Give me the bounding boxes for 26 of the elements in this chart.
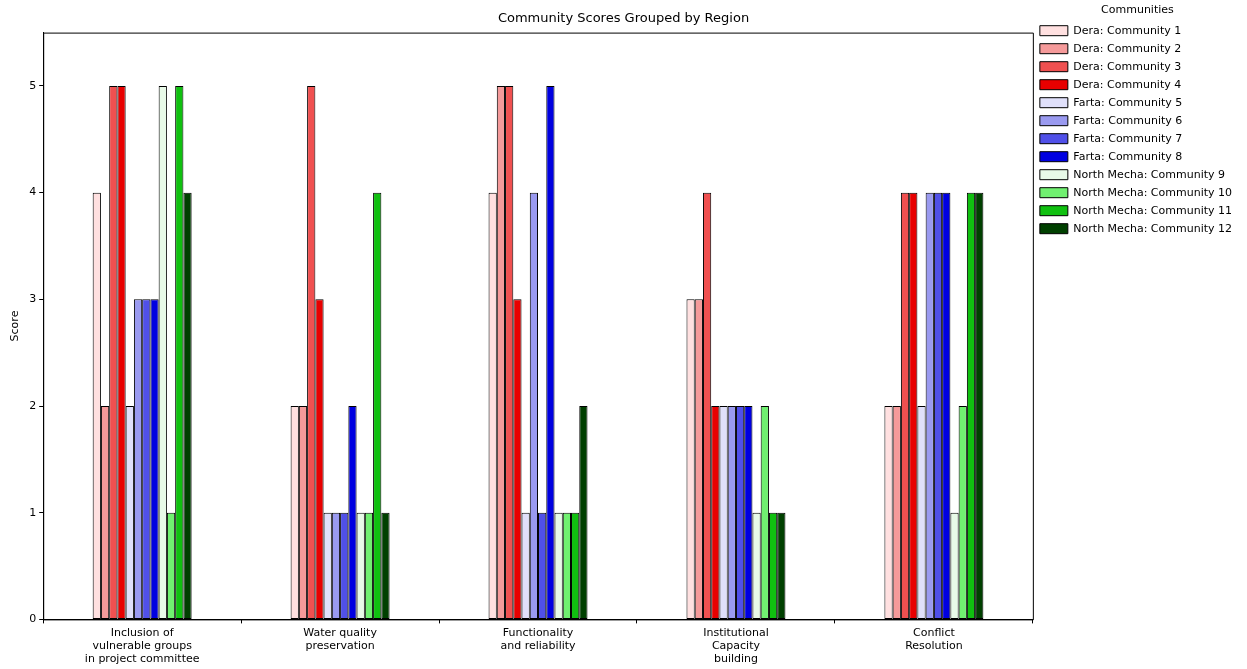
x-tick-label: Institutional Capacity building bbox=[703, 625, 769, 666]
chart-title: Community Scores Grouped by Region bbox=[497, 10, 750, 26]
y-tick-label: 0 bbox=[29, 612, 37, 626]
x-tick-label: Conflict Resolution bbox=[905, 625, 963, 653]
x-tick-label: Water quality preservation bbox=[303, 625, 378, 653]
x-tick-label: Functionality and reliability bbox=[500, 625, 577, 653]
legend-label: Dera: Community 3 bbox=[1073, 59, 1182, 73]
y-axis-title: Score bbox=[8, 310, 22, 342]
y-tick-label: 5 bbox=[29, 78, 37, 92]
legend-label: Dera: Community 2 bbox=[1073, 41, 1182, 55]
legend-label: North Mecha: Community 11 bbox=[1073, 203, 1232, 217]
y-tick-label: 2 bbox=[29, 398, 37, 412]
y-tick-label: 1 bbox=[29, 505, 37, 519]
legend-label: Dera: Community 1 bbox=[1073, 23, 1182, 37]
y-tick-label: 3 bbox=[29, 292, 37, 306]
legend-label: North Mecha: Community 9 bbox=[1073, 167, 1226, 181]
legend-label: Dera: Community 4 bbox=[1073, 77, 1182, 91]
legend-label: Farta: Community 8 bbox=[1073, 149, 1183, 163]
legend-label: Farta: Community 5 bbox=[1073, 95, 1183, 109]
x-tick-label: Inclusion of vulnerable groups in project committee bbox=[84, 625, 200, 666]
legend-label: Farta: Community 6 bbox=[1073, 113, 1183, 127]
y-tick-label: 4 bbox=[29, 185, 37, 199]
legend-title: Communities bbox=[1101, 3, 1175, 17]
legend-label: North Mecha: Community 12 bbox=[1073, 221, 1232, 235]
legend-label: Farta: Community 7 bbox=[1073, 131, 1183, 145]
legend-label: North Mecha: Community 10 bbox=[1073, 185, 1232, 199]
